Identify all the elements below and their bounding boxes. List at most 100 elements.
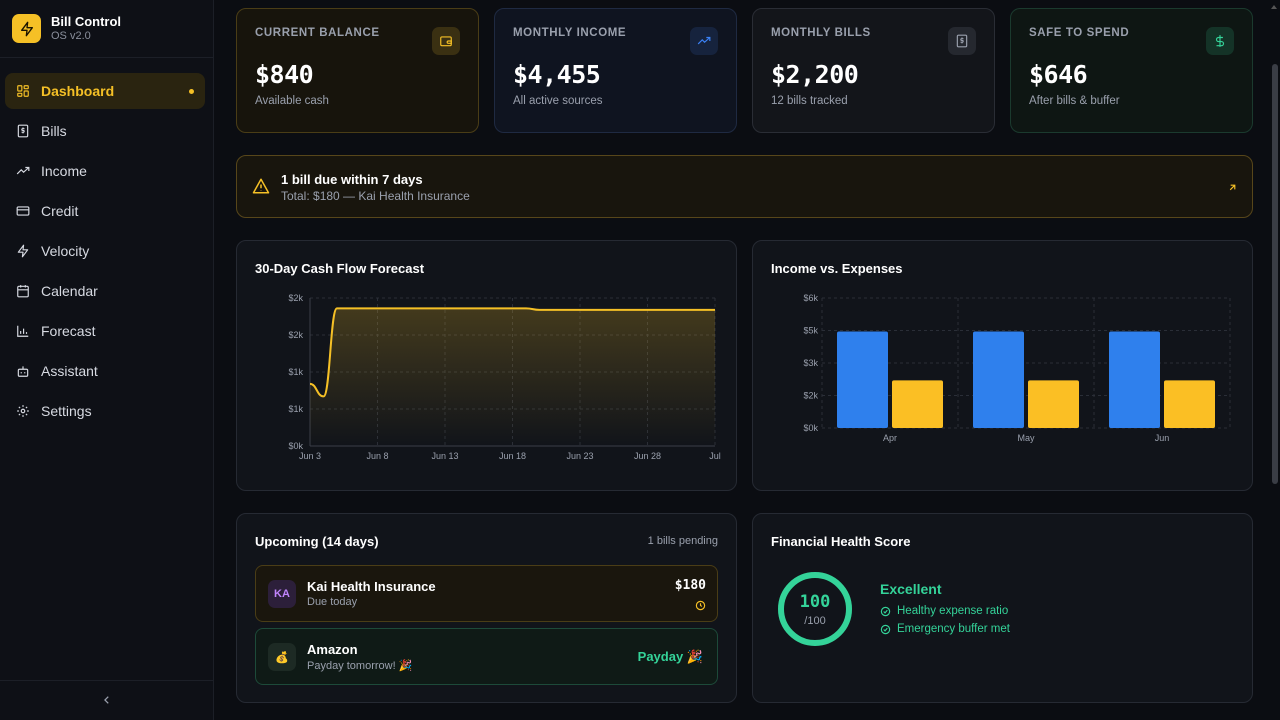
y-tick-label: $0k — [288, 441, 303, 451]
health-score-value: 100 — [800, 592, 831, 612]
financial-health-panel: Financial Health Score 100 /100 Excellen… — [752, 513, 1253, 703]
sidebar-item-label: Settings — [41, 403, 92, 419]
bill-amount: $180 — [674, 578, 706, 593]
stat-label: SAFE TO SPEND — [1029, 27, 1130, 39]
alert-subtitle: Total: $180 — Kai Health Insurance — [281, 189, 470, 203]
sidebar-item-label: Calendar — [41, 283, 98, 299]
stat-value: $840 — [255, 60, 314, 89]
health-check-item: Healthy expense ratio — [880, 605, 1008, 617]
stat-value: $646 — [1029, 60, 1088, 89]
active-indicator-dot — [189, 89, 194, 94]
income-name: Amazon — [307, 642, 358, 657]
sidebar-item-income[interactable]: Income — [5, 153, 205, 189]
x-tick-label: Jun 18 — [499, 451, 526, 461]
sidebar-item-bills[interactable]: Bills — [5, 113, 205, 149]
expense-bar — [1028, 380, 1079, 428]
cashflow-forecast-panel: 30-Day Cash Flow Forecast $0k $1k $1k $2k $2… — [236, 240, 737, 491]
scrollbar-thumb[interactable] — [1272, 64, 1278, 484]
stat-label: MONTHLY BILLS — [771, 27, 871, 39]
upcoming-bill-row[interactable]: KA Kai Health Insurance Due today $180 — [255, 565, 718, 622]
sidebar: Bill Control OS v2.0 Dashboard Bills Inc… — [0, 0, 214, 720]
dashboard-icon — [15, 83, 31, 99]
check-circle-icon — [880, 624, 891, 634]
x-tick-label: Jun 8 — [366, 451, 388, 461]
chevron-left-icon — [102, 692, 112, 710]
due-bills-alert[interactable]: 1 bill due within 7 days Total: $180 — K… — [236, 155, 1253, 218]
cashflow-line — [309, 307, 715, 398]
brand-version: OS v2.0 — [51, 30, 91, 42]
sidebar-item-label: Bills — [41, 123, 67, 139]
panel-title: Upcoming (14 days) — [255, 534, 379, 549]
health-score-max: /100 — [804, 615, 825, 627]
arrow-up-right-icon[interactable] — [1227, 180, 1238, 198]
sidebar-item-dashboard[interactable]: Dashboard — [5, 73, 205, 109]
page-scrollbar[interactable] — [1270, 0, 1280, 720]
scroll-up-arrow-icon[interactable] — [1271, 5, 1277, 9]
cashflow-chart: $0k $1k $1k $2k $2k Jun 3 Jun 8 Jun 13 Jun 18 Jun… — [288, 293, 721, 461]
x-tick-label: Jun 3 — [299, 451, 321, 461]
y-tick-label: $6k — [803, 293, 818, 303]
collapse-sidebar-button[interactable] — [0, 680, 213, 720]
y-tick-label: $5k — [803, 326, 818, 336]
income-bar — [973, 331, 1024, 428]
x-tick-label: Jun — [1155, 433, 1170, 443]
health-status: Excellent — [880, 581, 942, 597]
income-note: Payday tomorrow! 🎉 — [307, 660, 413, 672]
sidebar-item-assistant[interactable]: Assistant — [5, 353, 205, 389]
sidebar-item-velocity[interactable]: Velocity — [5, 233, 205, 269]
income-bar — [1109, 331, 1160, 428]
y-tick-label: $1k — [288, 404, 303, 414]
payday-label: Payday 🎉 — [637, 649, 703, 664]
x-tick-label: Jul — [709, 451, 721, 461]
brand: Bill Control OS v2.0 — [0, 0, 213, 58]
sidebar-item-credit[interactable]: Credit — [5, 193, 205, 229]
x-tick-label: Jun 28 — [634, 451, 661, 461]
stat-value: $2,200 — [771, 60, 859, 89]
expense-bar — [892, 380, 943, 428]
y-tick-label: $2k — [288, 293, 303, 303]
sidebar-item-calendar[interactable]: Calendar — [5, 273, 205, 309]
stat-card-income: MONTHLY INCOME $4,455 All active sources — [494, 8, 737, 133]
stat-label: CURRENT BALANCE — [255, 27, 380, 39]
stat-subtext: After bills & buffer — [1029, 95, 1120, 107]
stat-subtext: 12 bills tracked — [771, 95, 848, 107]
stat-subtext: Available cash — [255, 95, 329, 107]
panel-title: Financial Health Score — [771, 534, 911, 549]
y-tick-label: $1k — [288, 367, 303, 377]
sidebar-item-forecast[interactable]: Forecast — [5, 313, 205, 349]
zap-logo-icon — [12, 14, 41, 43]
wallet-icon — [432, 27, 460, 55]
sidebar-item-label: Velocity — [41, 243, 90, 259]
trending-up-icon — [15, 163, 31, 179]
sidebar-item-label: Income — [41, 163, 87, 179]
stat-card-bills: MONTHLY BILLS $2,200 12 bills tracked — [752, 8, 995, 133]
receipt-icon — [15, 123, 31, 139]
sidebar-item-label: Assistant — [41, 363, 98, 379]
gear-icon — [15, 403, 31, 419]
upcoming-income-row[interactable]: 💰 Amazon Payday tomorrow! 🎉 Payday 🎉 — [255, 628, 718, 685]
x-tick-label: Jun 13 — [431, 451, 458, 461]
y-tick-label: $2k — [288, 330, 303, 340]
sidebar-item-label: Credit — [41, 203, 79, 219]
upcoming-bills-panel: Upcoming (14 days) 1 bills pending KA Ka… — [236, 513, 737, 703]
x-tick-label: Jun 23 — [566, 451, 593, 461]
cashflow-area — [310, 308, 715, 446]
brand-title: Bill Control — [51, 14, 122, 29]
receipt-icon — [948, 27, 976, 55]
sidebar-item-label: Forecast — [41, 323, 96, 339]
income-expenses-chart: $0k $2k $3k $5k $6k Apr May Jun — [803, 293, 1231, 443]
y-tick-label: $0k — [803, 423, 818, 433]
panel-title: Income vs. Expenses — [771, 261, 903, 276]
sidebar-item-settings[interactable]: Settings — [5, 393, 205, 429]
clock-icon — [695, 598, 706, 616]
y-tick-label: $3k — [803, 358, 818, 368]
health-check-label: Emergency buffer met — [897, 623, 1010, 635]
stat-value: $4,455 — [513, 60, 601, 89]
health-check-item: Emergency buffer met — [880, 623, 1010, 635]
trending-up-icon — [690, 27, 718, 55]
x-tick-label: Apr — [883, 433, 897, 443]
zap-icon — [15, 243, 31, 259]
panel-title: 30-Day Cash Flow Forecast — [255, 261, 425, 276]
y-tick-label: $2k — [803, 391, 818, 401]
calendar-icon — [15, 283, 31, 299]
